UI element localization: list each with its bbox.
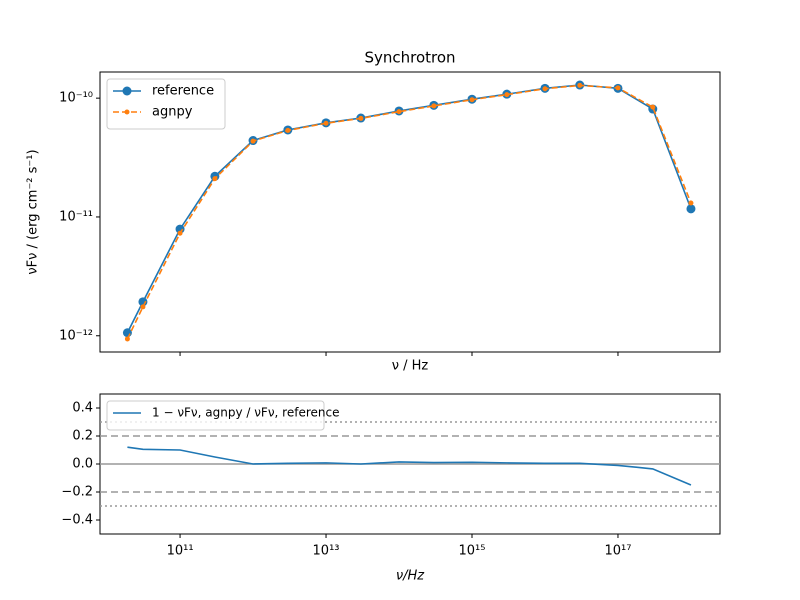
series-line xyxy=(126,84,692,340)
legend-marker xyxy=(122,86,132,96)
y-tick-label: 10⁻¹¹ xyxy=(59,209,93,224)
legend-marker xyxy=(124,109,130,115)
chart-title: Synchrotron xyxy=(364,49,455,67)
y-tick-label: −0.2 xyxy=(61,485,93,500)
y-tick-label: 0.0 xyxy=(72,457,93,472)
marker xyxy=(177,230,183,236)
marker xyxy=(615,85,621,91)
marker xyxy=(431,103,437,109)
marker xyxy=(469,97,475,103)
y-axis-label: νFν / (erg cm⁻² s⁻¹) xyxy=(26,149,41,274)
x-axis-label: ν/Hz xyxy=(396,569,425,584)
x-axis-label: ν / Hz xyxy=(392,359,429,374)
marker xyxy=(122,328,132,338)
series-line xyxy=(127,446,692,486)
y-tick-label: −0.4 xyxy=(61,513,93,528)
marker xyxy=(285,127,291,133)
x-tick-label: 10¹⁵ xyxy=(459,544,486,559)
legend-label: agnpy xyxy=(152,105,193,120)
marker xyxy=(686,204,696,214)
marker xyxy=(396,109,402,115)
marker xyxy=(650,104,656,110)
x-tick-label: 10¹⁷ xyxy=(604,544,631,559)
marker xyxy=(504,92,510,98)
marker xyxy=(124,336,130,342)
y-tick-label: 10⁻¹⁰ xyxy=(59,91,93,106)
marker xyxy=(140,304,146,310)
x-tick-label: 10¹³ xyxy=(313,544,340,559)
legend-box xyxy=(106,400,325,431)
legend-label: reference xyxy=(152,84,214,99)
marker xyxy=(250,138,256,144)
y-tick-label: 10⁻¹² xyxy=(59,328,93,343)
marker xyxy=(542,86,548,92)
marker xyxy=(358,115,364,121)
marker xyxy=(577,82,583,88)
legend-label: 1 − νFν, agnpy / νFν, reference xyxy=(152,406,339,420)
y-tick-label: 0.2 xyxy=(72,429,93,444)
marker xyxy=(688,200,694,206)
marker xyxy=(323,120,329,126)
marker xyxy=(175,224,185,234)
marker xyxy=(212,176,218,182)
x-tick-label: 10¹¹ xyxy=(167,544,194,559)
y-tick-label: 0.4 xyxy=(72,401,93,416)
